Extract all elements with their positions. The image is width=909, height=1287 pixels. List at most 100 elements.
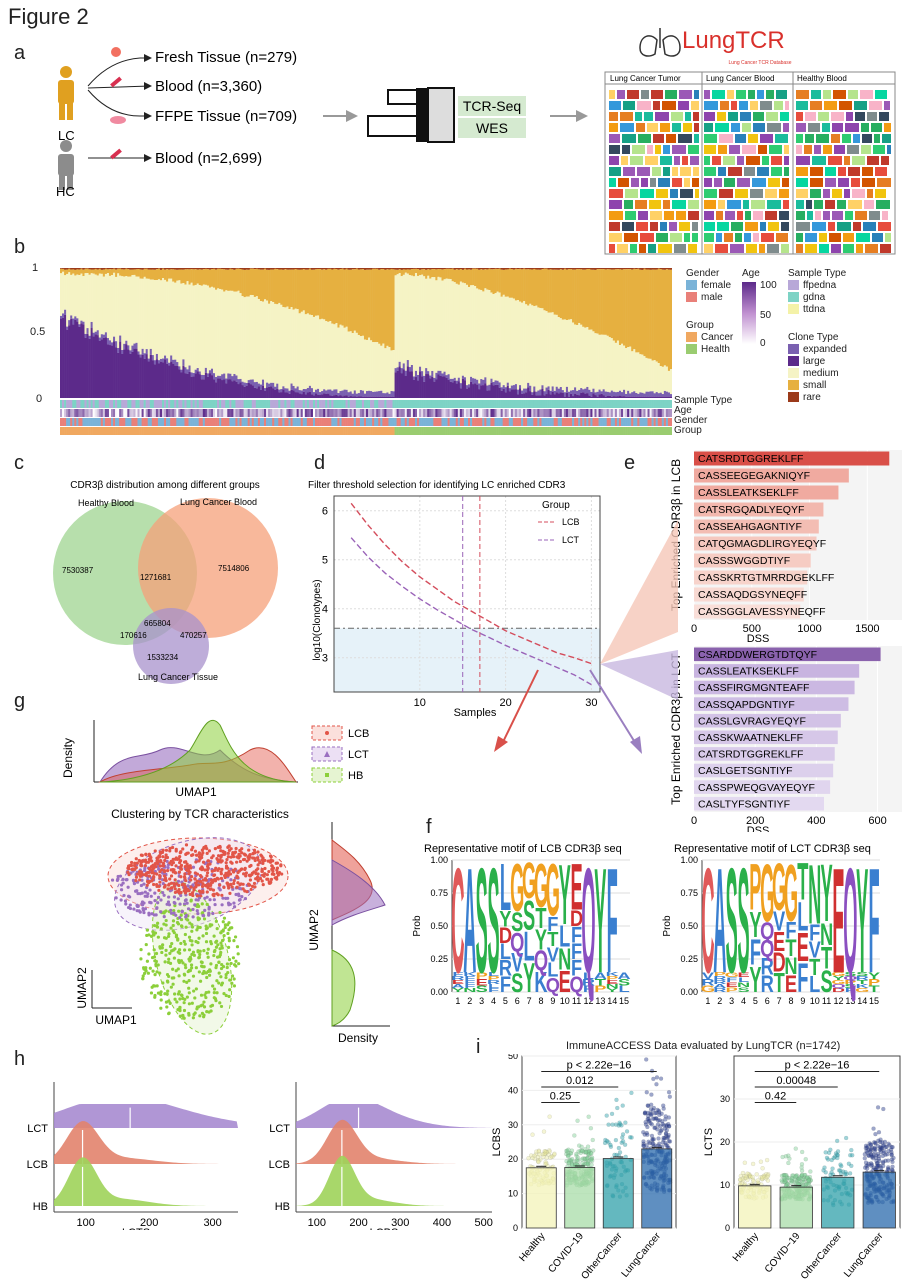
i-point [585,1155,590,1161]
annotation-cell [527,409,530,417]
db-tile [641,178,648,187]
annotation-cell [153,418,157,426]
db-tile [635,112,642,121]
clone-bar-segment [108,275,112,341]
clone-bar-segment [261,268,265,270]
clone-bar-segment [600,268,603,270]
annotation-cell [276,418,279,426]
clone-bar-segment [665,391,669,397]
annotation-cell [588,409,591,417]
clone-bar-segment [247,380,251,383]
clone-bar-segment [376,396,379,398]
g-point-hb [172,909,176,913]
db-tile [727,90,734,99]
annotation-cell [498,409,501,417]
db-col-blood: Lung Cancer Blood [706,74,775,83]
db-tile [715,244,728,253]
i-point [542,1149,547,1154]
i-point [543,1149,548,1155]
g-point-lcb [176,889,180,893]
clone-bar-segment [433,377,436,382]
annotation-cell [180,409,183,417]
g-point-lcb [232,878,236,883]
annotation-cell [567,427,571,435]
clone-bar-segment [280,304,283,390]
annotation-cell [219,427,222,435]
annotation-cell [602,400,605,408]
g-point-hb [197,936,201,940]
d-xlabel: Samples [454,707,497,719]
g-point-lcb [270,864,274,868]
annotation-cell [480,418,483,426]
annotation-cell [168,409,171,417]
db-tile [810,189,821,198]
i-point [663,1140,668,1146]
logo-subtitle: Lung Cancer TCR Database [729,60,792,66]
annotation-cell [502,427,506,435]
f-motif-letter: L [488,983,499,989]
g-scatter-xlabel: UMAP1 [95,1013,137,1027]
clone-bar-segment [408,269,412,276]
venn-hb-only: 7530387 [62,566,94,575]
clone-bar-segment [249,294,253,380]
db-tile [730,244,744,253]
clone-bar-segment [341,268,344,326]
g-point-lcb [221,849,225,853]
clone-bar-segment [547,389,550,398]
annotation-cell [451,400,455,408]
g-point-hb [154,959,158,964]
g-point-hb [191,974,196,978]
d-ytick: 6 [322,506,328,518]
f-motif-letter: G [701,985,715,995]
clone-bar-segment [482,379,485,386]
e-xtick: 1500 [855,623,879,635]
clone-bar-segment [590,268,593,270]
g-point-lcb [244,874,248,878]
clone-bar-segment [231,376,234,382]
db-tile [748,134,758,143]
clone-bar-segment [64,269,67,276]
clone-bar-segment [616,268,620,270]
clone-bar-segment [431,370,434,377]
db-tile [609,112,618,121]
annotation-cell [302,427,306,435]
annotation-cell [425,400,428,408]
clone-bar-segment [174,282,177,360]
annotation-cell [198,418,202,426]
i-point [576,1149,581,1154]
clone-bar-segment [525,304,528,389]
annotation-cell [598,427,601,435]
clone-bar-segment [259,384,263,391]
clone-bar-segment [288,269,291,309]
assay-tcrseq: TCR-Seq [463,98,521,114]
d-series-lcb [350,502,592,665]
clone-bar-segment [239,293,242,379]
annotation-cell [588,400,591,408]
clone-bar-segment [298,268,302,270]
f-motif-letter: N [606,983,619,989]
g-point-lcb [229,860,233,864]
clone-bar-segment [474,268,477,287]
g-point-lcb [201,851,205,855]
db-tile [653,134,664,143]
annotation-cell [421,400,424,408]
clone-bar-segment [541,388,544,398]
clone-bar-segment [117,268,120,269]
clone-bar-segment [176,269,179,281]
f-motif-letter: V [547,945,559,967]
clone-bar-segment [86,268,89,274]
db-tile [651,90,663,99]
annotation-cell [239,418,242,426]
f-motif-letter-top: S [476,840,488,1004]
clone-bar-segment [667,370,671,393]
e-bar-label: CASSLEATKSEKLFF [698,666,799,678]
e-xtick: 500 [743,623,761,635]
g-point-hb [208,924,212,928]
clone-bar-segment [82,324,85,398]
g-point-hb [228,926,233,930]
g-point-lct [243,896,248,901]
clone-bar-segment [219,288,222,376]
annotation-cell [508,409,512,417]
annotation-cell [255,400,259,408]
annotation-cell [241,418,244,426]
